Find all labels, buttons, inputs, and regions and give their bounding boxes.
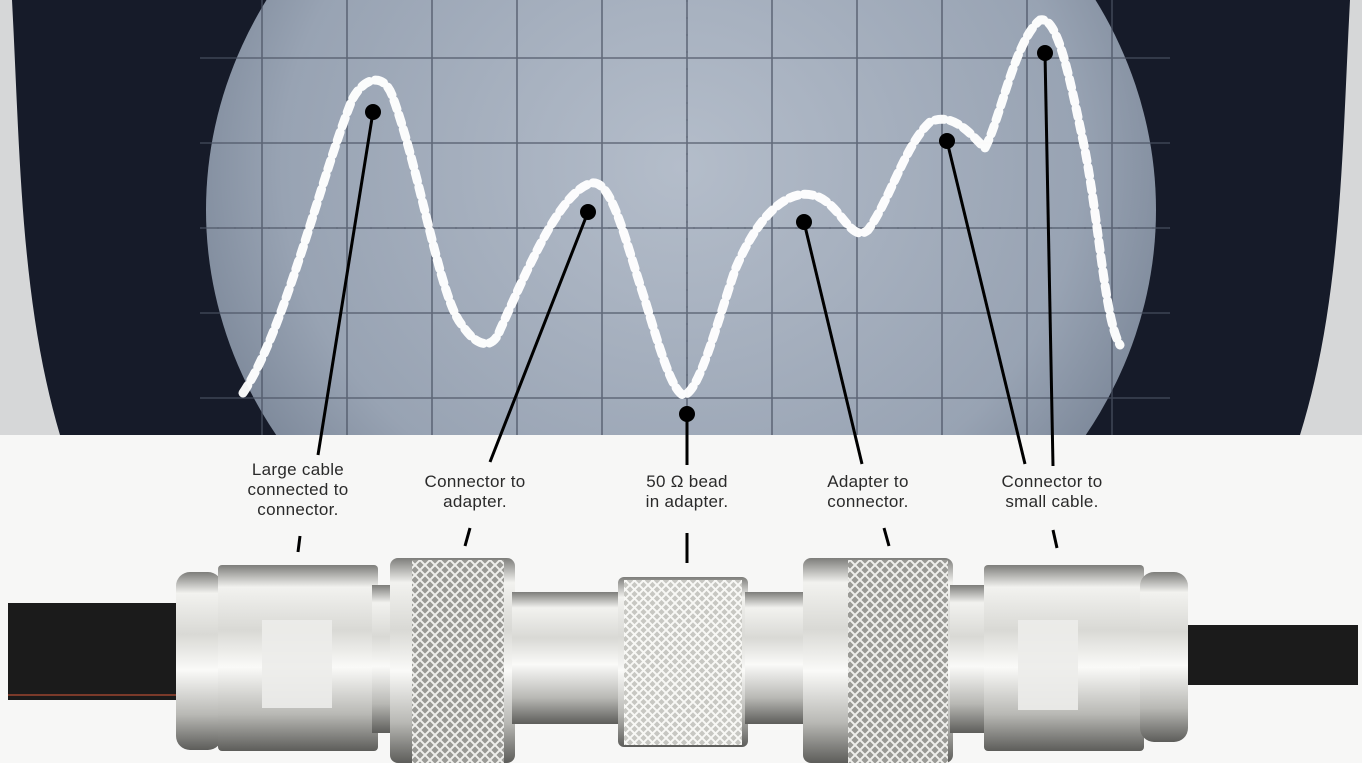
connector-assembly [8,558,1358,763]
adapter-body-right [745,592,807,724]
label-connector-to-adapter: Connector to adapter. [424,472,526,511]
small-cable-connector-nut [1140,572,1188,742]
label-adapter-to-connector: Adapter to connector. [827,472,909,511]
adapter-body-left [512,592,622,724]
label-connector-to-small-cable: Connector to small cable. [1001,472,1103,511]
tdr-waveform-trace [238,15,1125,400]
callout-leader-lines [296,52,1059,563]
small-cable [1180,625,1358,685]
large-cable [8,603,180,700]
label-large-cable: Large cable connected to connector. [247,460,349,519]
crt-screen [206,0,1156,435]
large-cable-connector-nut [176,572,222,750]
label-50-ohm-bead: 50 Ω bead in adapter. [645,472,729,511]
oscilloscope-display [0,0,1362,435]
